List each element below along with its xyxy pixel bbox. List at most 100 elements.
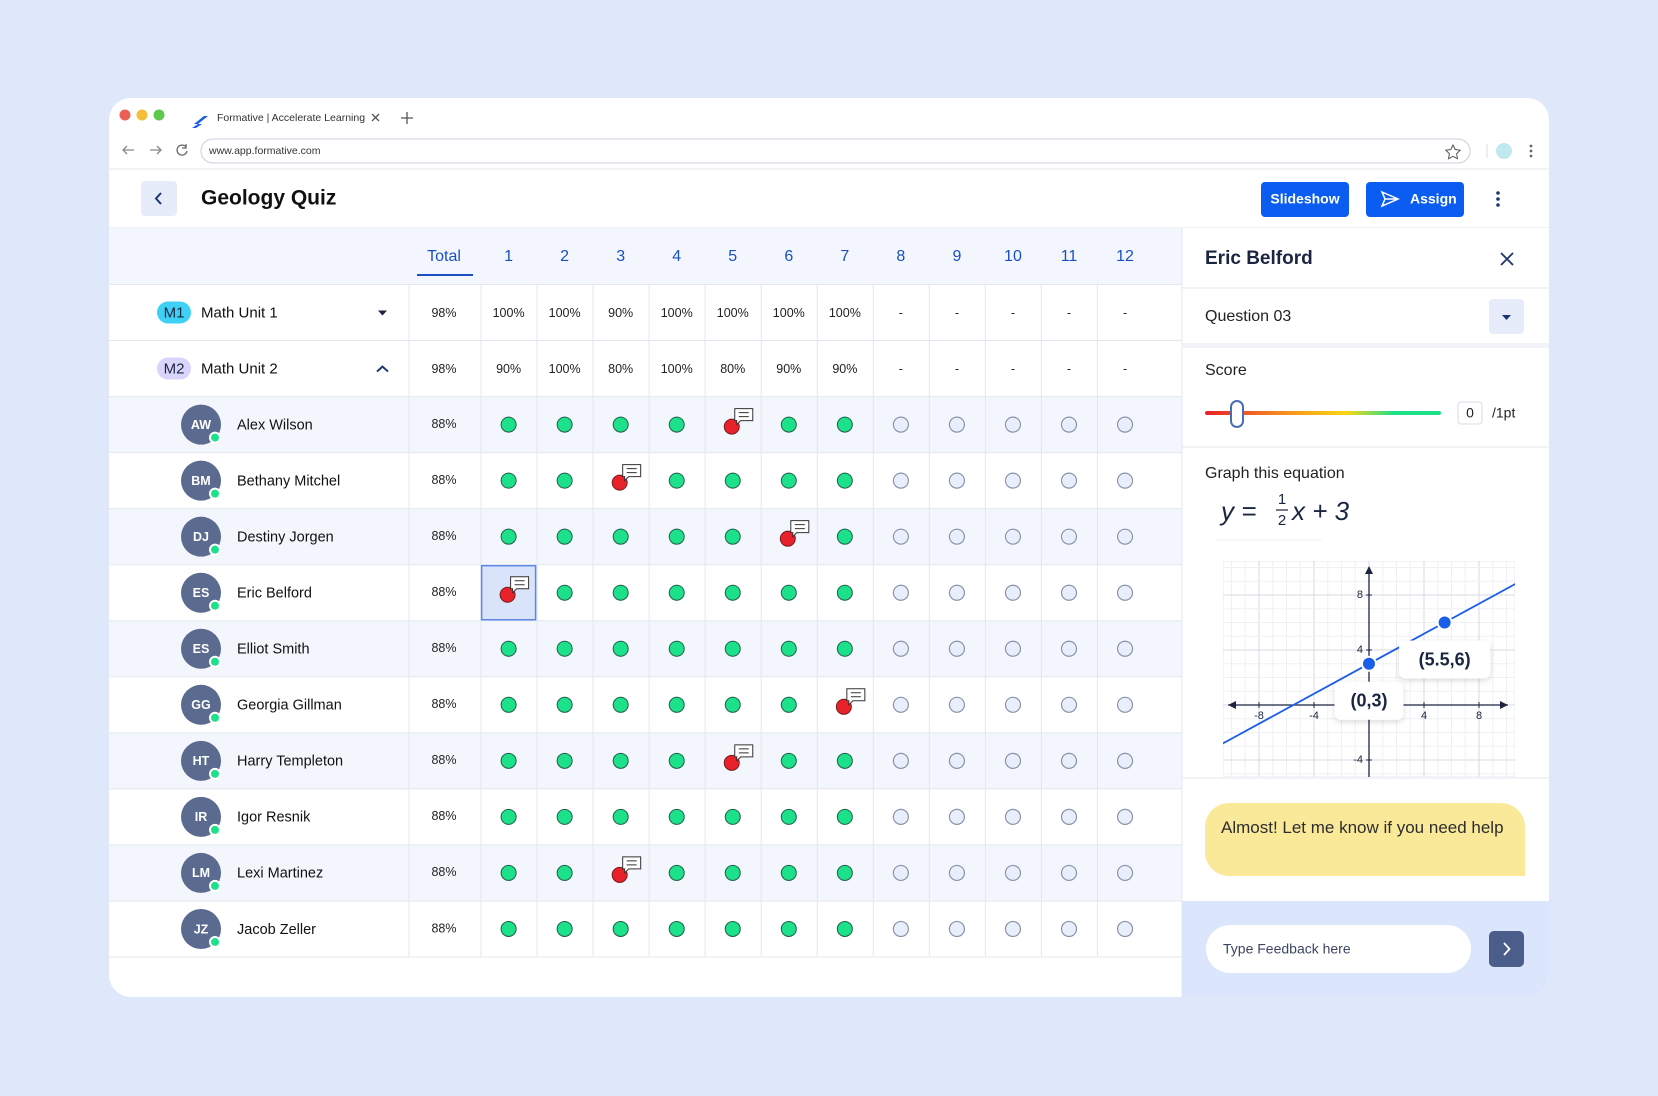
question-select[interactable]: Question 03 xyxy=(1205,308,1291,325)
student-name[interactable]: Bethany Mitchel xyxy=(237,473,340,489)
correct[interactable] xyxy=(612,808,629,825)
correct[interactable] xyxy=(780,752,797,769)
column-header[interactable]: 2 xyxy=(560,248,569,265)
unanswered[interactable] xyxy=(948,920,966,938)
correct[interactable] xyxy=(780,864,797,881)
correct[interactable] xyxy=(556,864,573,881)
back-button[interactable] xyxy=(141,181,177,216)
unanswered[interactable] xyxy=(1116,808,1134,825)
unanswered[interactable] xyxy=(1116,416,1134,433)
correct[interactable] xyxy=(724,808,741,825)
correct[interactable] xyxy=(500,920,517,937)
unanswered[interactable] xyxy=(1060,640,1078,657)
unanswered[interactable] xyxy=(892,472,909,489)
correct[interactable] xyxy=(724,528,741,545)
student-name[interactable]: Georgia Gillman xyxy=(237,698,342,714)
unanswered[interactable] xyxy=(1004,752,1022,769)
correct[interactable] xyxy=(556,808,573,825)
reload[interactable] xyxy=(176,144,188,156)
student-name[interactable]: Elliot Smith xyxy=(237,642,310,658)
correct[interactable] xyxy=(668,808,685,825)
unanswered[interactable] xyxy=(1060,752,1078,769)
incorrect[interactable] xyxy=(723,754,740,771)
score-input[interactable] xyxy=(1457,401,1483,425)
correct[interactable] xyxy=(836,528,853,545)
max-light[interactable] xyxy=(153,109,165,121)
column-header[interactable]: 6 xyxy=(784,248,793,265)
unanswered[interactable] xyxy=(1116,920,1134,938)
unanswered[interactable] xyxy=(1004,696,1022,713)
correct[interactable] xyxy=(668,640,685,657)
assign-button[interactable] xyxy=(1366,182,1464,217)
unanswered[interactable] xyxy=(948,472,966,489)
unanswered[interactable] xyxy=(1004,472,1022,489)
unanswered[interactable] xyxy=(1116,696,1134,713)
unanswered[interactable] xyxy=(1116,864,1134,882)
correct[interactable] xyxy=(500,472,517,489)
profile[interactable] xyxy=(1496,143,1512,159)
unanswered[interactable] xyxy=(1060,416,1078,433)
student-name[interactable]: Alex Wilson xyxy=(237,417,313,433)
unanswered[interactable] xyxy=(1116,472,1134,489)
column-header[interactable]: 7 xyxy=(840,248,849,265)
nav-forward[interactable] xyxy=(150,145,162,155)
student-name[interactable]: Lexi Martinez xyxy=(237,866,323,882)
column-header[interactable]: 10 xyxy=(1004,248,1022,265)
correct[interactable] xyxy=(556,920,573,937)
correct[interactable] xyxy=(500,640,517,657)
correct[interactable] xyxy=(724,584,741,601)
slideshow-button[interactable] xyxy=(1261,182,1349,217)
student-name[interactable]: Jacob Zeller xyxy=(237,922,316,938)
point[interactable] xyxy=(1361,655,1377,672)
correct[interactable] xyxy=(668,472,685,489)
correct[interactable] xyxy=(556,640,573,657)
student-name[interactable]: Destiny Jorgen xyxy=(237,530,334,546)
column-header[interactable]: 1 xyxy=(504,248,513,265)
panel-close[interactable] xyxy=(1500,252,1514,266)
student-name[interactable]: Eric Belford xyxy=(237,586,312,602)
correct[interactable] xyxy=(836,920,853,937)
unanswered[interactable] xyxy=(892,640,909,657)
correct[interactable] xyxy=(836,640,853,657)
column-header[interactable]: 5 xyxy=(728,248,737,265)
unanswered[interactable] xyxy=(1060,864,1078,882)
incorrect[interactable] xyxy=(611,866,628,883)
min-light[interactable] xyxy=(136,109,148,121)
unanswered[interactable] xyxy=(948,416,966,433)
unanswered[interactable] xyxy=(1004,808,1022,825)
incorrect[interactable] xyxy=(611,474,628,491)
unanswered[interactable] xyxy=(1004,416,1022,433)
column-header[interactable]: 12 xyxy=(1116,248,1134,265)
correct[interactable] xyxy=(500,808,517,825)
correct[interactable] xyxy=(668,584,685,601)
column-header[interactable]: 11 xyxy=(1061,248,1078,265)
tab-close[interactable] xyxy=(371,113,380,122)
correct[interactable] xyxy=(612,640,629,657)
more-menu[interactable] xyxy=(1496,191,1500,207)
close-light[interactable] xyxy=(119,109,131,121)
correct[interactable] xyxy=(668,416,685,433)
correct[interactable] xyxy=(780,472,797,489)
unanswered[interactable] xyxy=(892,416,909,433)
tab-title[interactable]: Formative | Accelerate Learning xyxy=(217,112,365,124)
unanswered[interactable] xyxy=(1004,640,1022,657)
correct[interactable] xyxy=(724,864,741,881)
column-header[interactable]: 9 xyxy=(952,248,961,265)
unanswered[interactable] xyxy=(1116,528,1134,545)
unanswered[interactable] xyxy=(892,584,909,601)
unanswered[interactable] xyxy=(1060,808,1078,825)
correct[interactable] xyxy=(836,472,853,489)
correct[interactable] xyxy=(612,696,629,713)
correct[interactable] xyxy=(668,864,685,881)
unanswered[interactable] xyxy=(948,640,966,657)
incorrect[interactable] xyxy=(835,698,852,715)
column-header[interactable]: Total xyxy=(427,248,461,265)
correct[interactable] xyxy=(836,808,853,825)
correct[interactable] xyxy=(500,528,517,545)
correct[interactable] xyxy=(556,416,573,433)
unanswered[interactable] xyxy=(948,864,966,882)
unanswered[interactable] xyxy=(1004,584,1022,601)
correct[interactable] xyxy=(780,584,797,601)
column-header[interactable]: 3 xyxy=(616,248,625,265)
correct[interactable] xyxy=(668,696,685,713)
